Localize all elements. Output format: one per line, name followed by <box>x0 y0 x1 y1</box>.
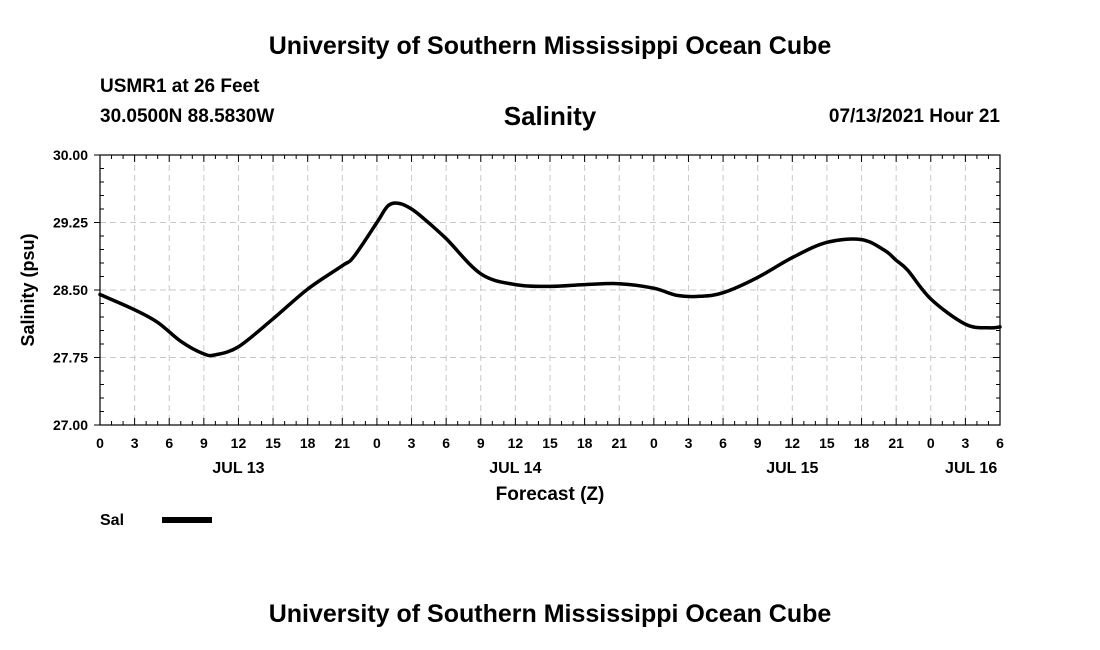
x-tick-label: 18 <box>300 435 316 451</box>
x-tick-label: 21 <box>611 435 627 451</box>
x-tick-label: 3 <box>131 435 139 451</box>
x-axis-label: Forecast (Z) <box>496 484 605 505</box>
chart-title: Salinity <box>503 101 597 131</box>
date-label: JUL 16 <box>945 460 997 477</box>
footer-title: University of Southern Mississippi Ocean… <box>268 600 832 628</box>
x-tick-label: 3 <box>685 435 693 451</box>
x-tick-label: 15 <box>542 435 558 451</box>
x-tick-label: 12 <box>231 435 247 451</box>
x-tick-label: 12 <box>508 435 524 451</box>
x-tick-label: 15 <box>819 435 835 451</box>
x-tick-label: 21 <box>335 435 351 451</box>
page-title: University of Southern Mississippi Ocean… <box>268 32 832 60</box>
series-line-sal <box>98 201 1002 358</box>
x-tick-label: 3 <box>961 435 969 451</box>
x-tick-label: 0 <box>650 435 658 451</box>
x-tick-label: 21 <box>888 435 904 451</box>
y-tick-label: 28.50 <box>53 282 88 298</box>
x-tick-label: 0 <box>96 435 104 451</box>
y-axis-label: Salinity (psu) <box>18 233 38 346</box>
x-tick-label: 6 <box>996 435 1004 451</box>
x-tick-label: 0 <box>927 435 935 451</box>
x-tick-label: 0 <box>373 435 381 451</box>
x-tick-label: 9 <box>754 435 762 451</box>
tick-labels: 0 3 6 9 12 15 18 21 0 3 6 9 12 15 18 21 0 3 6 9 12 15 18 21 0 3 6 J… <box>53 147 1004 477</box>
grid-lines <box>100 155 1000 425</box>
y-tick-label: 29.25 <box>53 215 88 231</box>
y-tick-label: 30.00 <box>53 147 88 163</box>
timestamp-label: 07/13/2021 Hour 21 <box>828 106 1000 127</box>
date-label: JUL 15 <box>766 460 818 477</box>
x-tick-label: 6 <box>719 435 727 451</box>
x-tick-label: 12 <box>785 435 801 451</box>
x-tick-label: 3 <box>408 435 416 451</box>
y-tick-label: 27.00 <box>53 417 88 433</box>
x-tick-label: 9 <box>477 435 485 451</box>
station-label: USMR1 at 26 Feet <box>100 76 260 97</box>
y-tick-label: 27.75 <box>53 350 88 366</box>
coordinates-label: 30.0500N 88.5830W <box>100 106 275 127</box>
legend-label-sal: Sal <box>100 512 124 529</box>
x-tick-label: 6 <box>165 435 173 451</box>
date-label: JUL 13 <box>212 460 264 477</box>
x-tick-label: 18 <box>577 435 593 451</box>
x-tick-label: 18 <box>854 435 870 451</box>
date-label: JUL 14 <box>489 460 541 477</box>
x-tick-label: 6 <box>442 435 450 451</box>
x-tick-label: 15 <box>265 435 281 451</box>
tick-marks <box>94 154 1001 426</box>
x-tick-label: 9 <box>200 435 208 451</box>
